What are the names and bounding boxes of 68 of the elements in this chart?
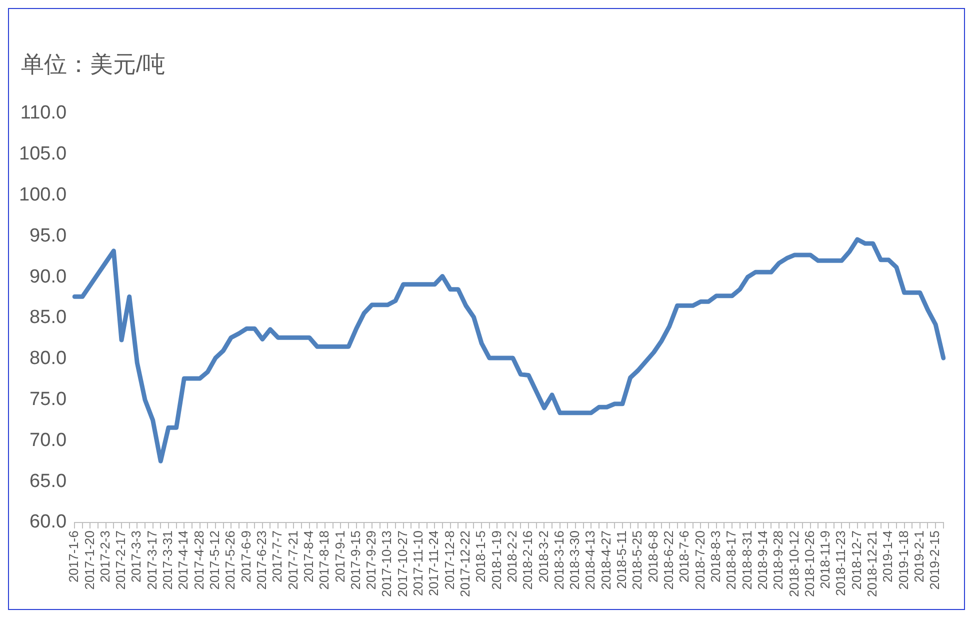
x-tick-label: 2017-6-23 (254, 530, 269, 590)
x-tick-label: 2017-3-3 (128, 530, 144, 583)
x-tick-label: 2017-12-22 (458, 530, 472, 597)
x-tick-label: 2019-1-4 (880, 530, 896, 583)
x-tick-label: 2017-10-27 (394, 530, 410, 597)
x-tick-label: 2018-6-22 (661, 530, 676, 590)
x-tick-label: 2018-7-20 (692, 530, 708, 590)
y-tick-label: 90.0 (30, 266, 67, 288)
x-tick-label: 2018-2-16 (520, 530, 536, 590)
y-tick-label: 95.0 (30, 225, 67, 246)
x-tick-label: 2017-11-10 (410, 530, 426, 596)
x-tick-label: 2017-5-12 (207, 530, 222, 590)
x-tick-label: 2018-12-7 (848, 530, 864, 590)
x-tick-label: 2018-12-21 (864, 530, 880, 597)
x-tick-label: 2019-2-15 (927, 530, 942, 590)
x-tick-label: 2017-10-13 (379, 530, 394, 597)
y-tick-label: 85.0 (30, 307, 67, 328)
x-tick-label: 2017-8-18 (316, 530, 332, 590)
x-tick-label: 2018-7-6 (676, 530, 692, 583)
x-tick-label: 2018-4-27 (598, 530, 614, 590)
x-tick-label: 2018-10-12 (786, 530, 802, 597)
x-tick-label: 2017-11-24 (426, 530, 442, 596)
x-tick-label: 2017-5-26 (222, 530, 238, 590)
x-tick-label: 2017-7-7 (270, 530, 285, 583)
x-tick-label: 2018-3-2 (536, 530, 551, 583)
y-tick-label: 100.0 (19, 184, 67, 206)
x-tick-label: 2018-10-26 (802, 530, 817, 597)
x-tick-label: 2017-3-17 (144, 530, 160, 590)
x-tick-label: 2017-1-6 (66, 530, 82, 583)
x-tick-label: 2017-7-21 (285, 530, 300, 590)
x-tick-label: 2018-3-16 (551, 530, 566, 590)
x-tick-label: 2017-9-29 (364, 530, 379, 590)
x-tick-label: 2018-5-11 (614, 530, 630, 589)
x-tick-label: 2017-12-8 (442, 530, 457, 590)
x-tick-label: 2017-9-15 (348, 530, 363, 590)
x-tick-label: 2018-9-14 (754, 530, 770, 590)
y-tick-label: 65.0 (30, 470, 67, 492)
x-tick-label: 2018-8-31 (739, 530, 754, 590)
y-tick-label: 70.0 (30, 430, 67, 451)
x-tick-label: 2017-4-28 (191, 530, 206, 590)
x-tick-label: 2017-6-9 (238, 530, 254, 583)
x-tick-label: 2018-3-30 (567, 530, 582, 590)
x-tick-label: 2018-11-9 (818, 530, 833, 589)
x-tick-label: 2017-3-31 (160, 530, 176, 590)
y-axis-title: 单位：美元/吨 (21, 50, 166, 79)
x-tick-label: 2017-4-14 (176, 530, 191, 590)
y-tick-label: 110.0 (20, 102, 67, 124)
x-tick-label: 2018-1-5 (473, 530, 488, 583)
x-tick-label: 2018-4-13 (582, 530, 598, 590)
x-tick-label: 2018-6-8 (645, 530, 660, 583)
x-tick-label: 2017-1-20 (82, 530, 97, 590)
x-tick-label: 2017-8-4 (300, 530, 316, 583)
y-tick-label: 105.0 (19, 144, 67, 165)
y-tick-label: 75.0 (30, 389, 67, 410)
x-tick-label: 2019-2-1 (911, 530, 926, 583)
x-tick-label: 2018-2-2 (504, 530, 520, 583)
x-tick-label: 2017-2-17 (113, 530, 128, 590)
x-tick-label: 2018-8-3 (708, 530, 723, 583)
y-tick-label: 80.0 (30, 348, 67, 370)
y-tick-label: 60.0 (30, 512, 67, 533)
x-tick-label: 2018-8-17 (724, 530, 739, 590)
x-tick-label: 2019-1-18 (896, 530, 911, 590)
x-tick-label: 2018-5-25 (630, 530, 645, 590)
x-tick-label: 2017-2-3 (97, 530, 112, 583)
x-tick-label: 2018-1-19 (488, 530, 504, 590)
x-tick-label: 2018-11-23 (833, 530, 848, 596)
x-tick-label: 2018-9-28 (770, 530, 786, 590)
x-tick-label: 2017-9-1 (332, 530, 348, 583)
